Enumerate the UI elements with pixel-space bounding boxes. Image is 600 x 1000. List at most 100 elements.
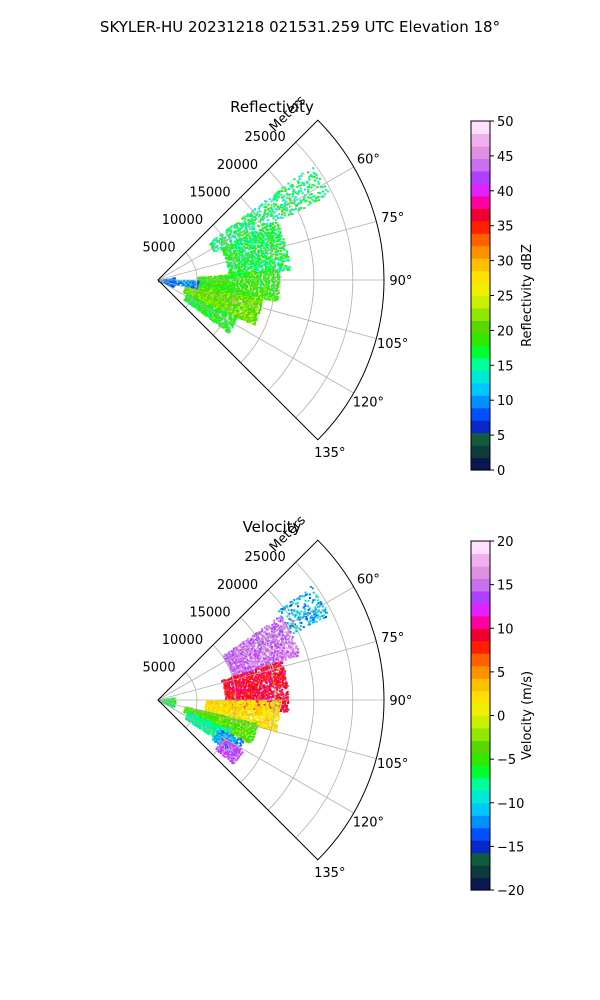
echo-bin xyxy=(255,314,257,317)
echo-bin xyxy=(286,203,289,206)
echo-bin xyxy=(202,297,205,300)
echo-bin xyxy=(276,246,279,249)
echo-bin xyxy=(274,195,277,198)
echo-bin xyxy=(244,301,247,304)
echo-bin xyxy=(265,258,268,261)
echo-bin xyxy=(246,666,248,669)
echo-bin xyxy=(230,693,233,696)
echo-bin xyxy=(197,300,200,303)
echo-bin xyxy=(215,317,218,319)
echo-bin xyxy=(264,208,267,211)
echo-bin xyxy=(228,254,231,257)
echo-bin xyxy=(234,672,237,675)
echo-bin xyxy=(279,216,282,219)
echo-bin xyxy=(247,679,250,682)
echo-bin xyxy=(250,267,253,270)
echo-bin xyxy=(277,282,280,285)
echo-bin xyxy=(241,682,244,685)
echo-bin xyxy=(308,193,311,196)
colorbar-segment xyxy=(471,370,490,384)
echo-bin xyxy=(245,269,248,272)
echo-bin xyxy=(222,324,225,327)
echo-bin xyxy=(284,200,287,203)
echo-bin xyxy=(301,192,304,195)
echo-bin xyxy=(272,637,275,640)
echo-bin xyxy=(324,609,327,611)
echo-bin xyxy=(285,259,288,262)
echo-bin xyxy=(268,703,270,706)
echo-bin xyxy=(257,654,259,657)
echo-bin xyxy=(230,662,233,665)
echo-bin xyxy=(192,284,195,287)
echo-bin xyxy=(244,298,247,301)
echo-bin xyxy=(242,303,245,306)
echo-bin xyxy=(235,669,238,672)
echo-bin xyxy=(236,668,239,671)
echo-bin xyxy=(235,306,238,309)
echo-bin xyxy=(253,651,256,654)
echo-bin xyxy=(279,654,282,657)
echo-bin xyxy=(266,292,269,295)
echo-bin xyxy=(234,683,237,686)
echo-bin xyxy=(247,673,250,676)
echo-bin xyxy=(258,263,261,266)
echo-bin xyxy=(228,691,231,694)
echo-bin xyxy=(312,171,315,174)
colorbar-tick-label: 30 xyxy=(497,255,514,270)
echo-bin xyxy=(272,648,275,651)
echo-bin xyxy=(241,671,244,674)
echo-bin xyxy=(275,641,278,644)
echo-bin xyxy=(263,661,266,663)
echo-bin xyxy=(246,319,249,322)
echo-bin xyxy=(248,219,251,222)
echo-bin xyxy=(202,307,205,310)
echo-bin xyxy=(233,671,236,674)
echo-bin xyxy=(254,316,257,319)
echo-bin xyxy=(268,696,271,699)
echo-bin xyxy=(207,288,210,291)
echo-bin xyxy=(251,226,254,229)
echo-bin xyxy=(237,310,240,313)
echo-bin xyxy=(279,206,282,209)
echo-bin xyxy=(230,239,233,242)
echo-bin xyxy=(309,585,312,588)
echo-bin xyxy=(289,199,292,202)
echo-bin xyxy=(249,291,251,294)
echo-bin xyxy=(291,638,293,641)
echo-bin xyxy=(289,626,292,629)
echo-bin xyxy=(265,270,268,273)
echo-bin xyxy=(212,243,215,246)
echo-bin xyxy=(303,603,306,606)
echo-bin xyxy=(238,670,241,673)
echo-bin xyxy=(268,239,271,242)
echo-bin xyxy=(272,625,275,628)
echo-bin xyxy=(253,644,256,647)
echo-bin xyxy=(229,262,231,265)
echo-bin xyxy=(220,311,222,314)
echo-bin xyxy=(278,639,280,642)
echo-bin xyxy=(251,310,254,313)
echo-bin xyxy=(262,252,265,255)
echo-bin xyxy=(257,286,259,289)
echo-bin xyxy=(249,307,252,310)
echo-bin xyxy=(201,309,204,312)
echo-bin xyxy=(265,697,268,700)
echo-bin xyxy=(214,285,217,288)
echo-bin xyxy=(275,257,278,260)
echo-bin xyxy=(264,203,267,206)
echo-bin xyxy=(244,643,247,646)
colorbar-segment xyxy=(471,307,490,322)
echo-bin xyxy=(234,240,236,243)
echo-bin xyxy=(249,215,252,218)
echo-bin xyxy=(292,653,295,656)
echo-bin xyxy=(284,635,287,638)
echo-bin xyxy=(287,651,290,654)
echo-bin xyxy=(246,312,249,314)
echo-bin xyxy=(284,205,287,207)
echo-bin xyxy=(291,208,293,211)
echo-bin xyxy=(271,230,274,233)
echo-bin xyxy=(258,304,261,307)
echo-bin xyxy=(239,260,242,263)
echo-bin xyxy=(259,264,262,267)
echo-bin xyxy=(196,308,199,311)
